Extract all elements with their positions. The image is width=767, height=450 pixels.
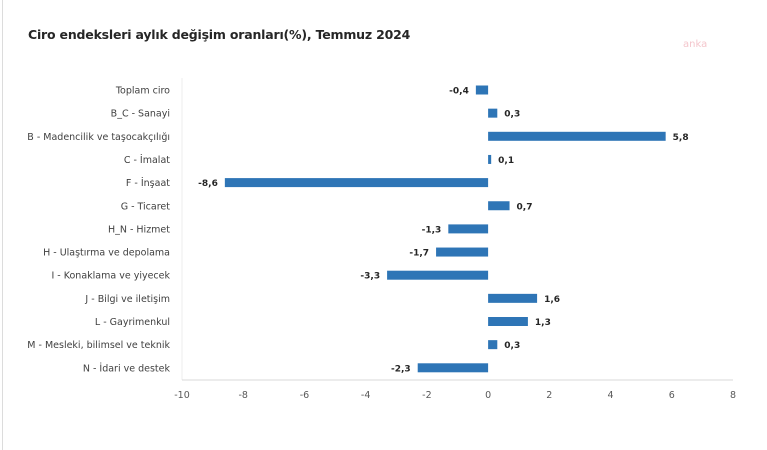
value-label: -2,3 <box>391 364 411 374</box>
x-tick-label: -2 <box>422 390 431 401</box>
x-tick-label: 2 <box>546 390 552 401</box>
bar <box>387 270 489 280</box>
value-label: -0,4 <box>449 87 469 97</box>
bar <box>488 131 666 141</box>
value-label: 0,1 <box>498 156 514 166</box>
x-tick-labels: -10 -8 -6 -4 -2 0 2 4 6 8 <box>174 390 736 401</box>
category-label: Toplam ciro <box>115 86 170 97</box>
bar <box>488 293 538 303</box>
category-label: J - Bilgi ve iletişim <box>84 294 170 305</box>
value-label: 0,3 <box>504 341 520 351</box>
bar <box>436 247 489 257</box>
value-label: 0,7 <box>517 202 533 212</box>
value-label: 5,8 <box>673 133 689 143</box>
x-tick-label: 4 <box>608 390 614 401</box>
watermark: anka <box>683 39 708 50</box>
bar <box>488 201 510 211</box>
value-label: -3,3 <box>360 272 380 282</box>
value-label: -1,7 <box>409 249 429 259</box>
value-label: 1,3 <box>535 318 551 328</box>
category-label: B - Madencilik ve taşocakçılığı <box>27 132 170 143</box>
panel-border <box>2 0 3 450</box>
category-label: F - İnşaat <box>126 178 170 189</box>
bar <box>475 85 489 95</box>
value-label: 0,3 <box>504 110 520 120</box>
x-tick-label: -4 <box>361 390 370 401</box>
bar <box>488 154 492 164</box>
bar <box>448 224 489 234</box>
bar <box>488 317 528 326</box>
bar <box>417 363 489 373</box>
category-labels: Toplam ciro B_C - Sanayi B - Madencilik ve… <box>27 86 170 375</box>
value-label: -1,3 <box>422 225 442 235</box>
category-label: N - İdari ve destek <box>83 363 171 374</box>
category-label: C - İmalat <box>124 155 170 166</box>
bar <box>224 178 489 188</box>
x-tick-label: 8 <box>730 390 736 401</box>
bar <box>488 108 498 118</box>
value-label: -8,6 <box>198 179 218 189</box>
category-label: I - Konaklama ve yiyecek <box>51 271 170 282</box>
x-tick-label: -6 <box>300 390 309 401</box>
value-labels: -0,4 0,3 5,8 0,1 -8,6 0,7 -1,3 -1,7 -3,3 1,6 1,3 0,… <box>198 87 688 375</box>
category-label: M - Mesleki, bilimsel ve teknik <box>27 340 170 351</box>
axes <box>181 78 733 381</box>
category-label: H_N - Hizmet <box>108 224 170 235</box>
category-label: B_C - Sanayi <box>111 109 170 120</box>
x-tick-label: 6 <box>669 390 675 401</box>
category-label: L - Gayrimenkul <box>95 317 170 328</box>
category-label: H - Ulaştırma ve depolama <box>43 248 170 259</box>
bar <box>488 340 498 350</box>
x-tick-label: -10 <box>174 390 190 401</box>
chart-title: Ciro endeksleri aylık değişim oranları(%… <box>28 27 411 42</box>
bars <box>224 85 666 373</box>
value-label: 1,6 <box>544 295 560 305</box>
category-label: G - Ticaret <box>121 201 171 212</box>
x-tick-label: 0 <box>485 390 491 401</box>
x-tick-label: -8 <box>238 390 247 401</box>
